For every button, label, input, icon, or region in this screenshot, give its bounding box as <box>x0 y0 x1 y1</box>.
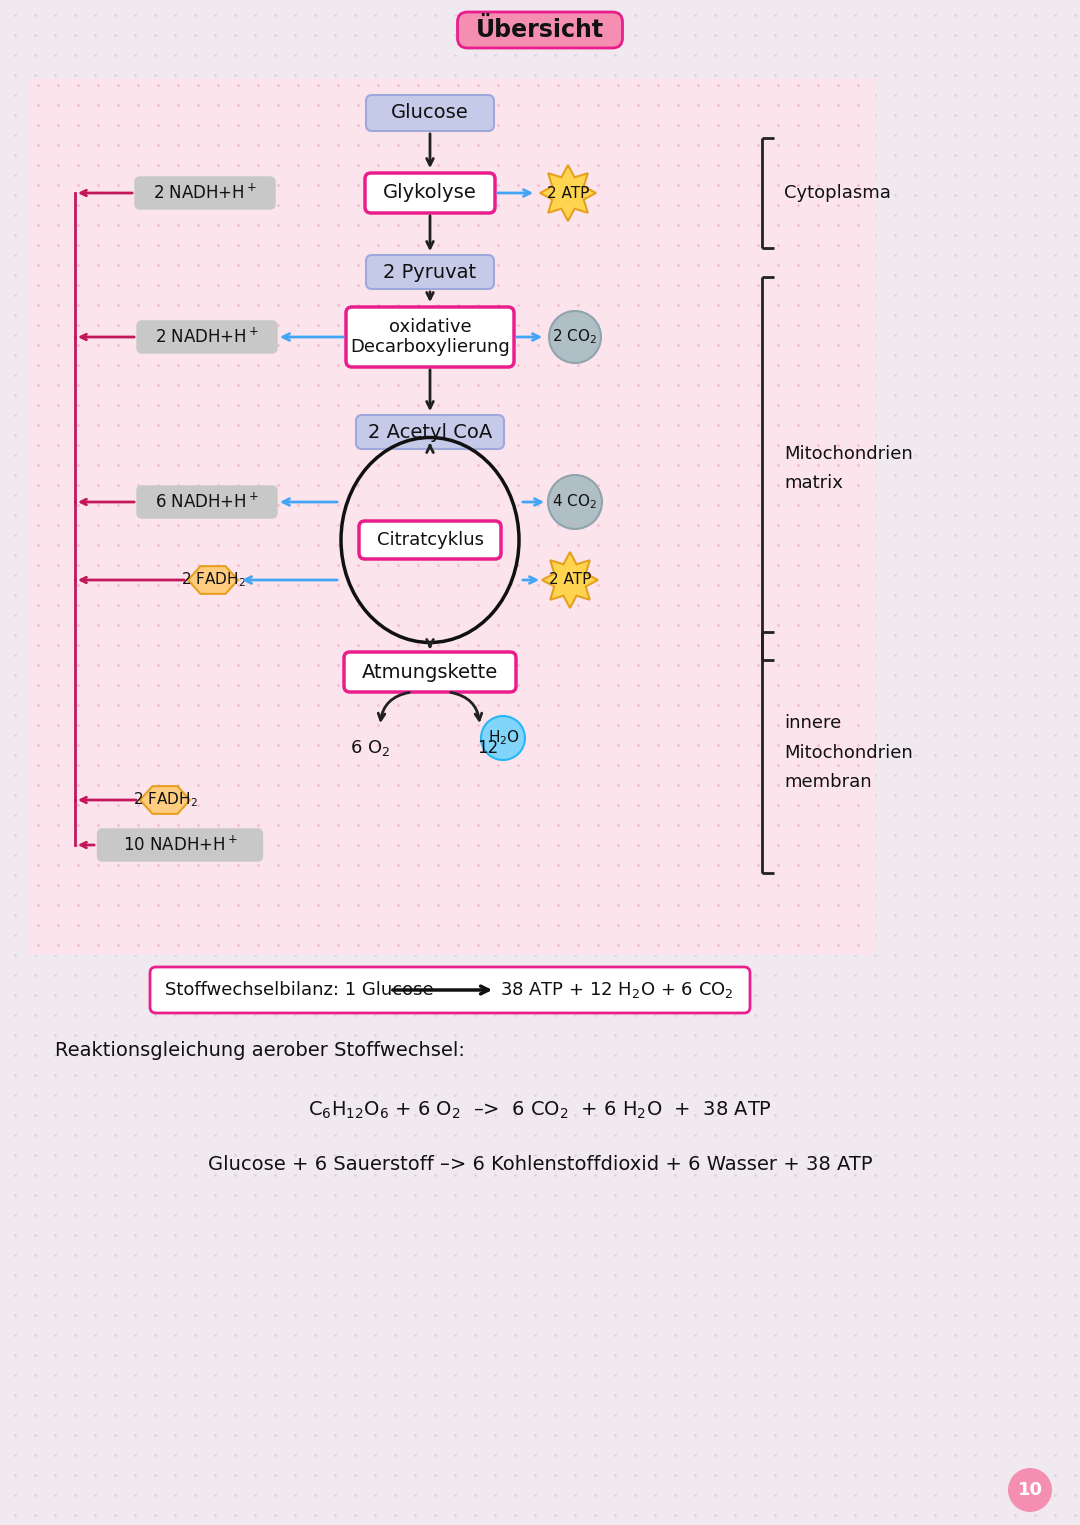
Text: 2 FADH$_2$: 2 FADH$_2$ <box>133 790 198 810</box>
Text: innere
Mitochondrien
membran: innere Mitochondrien membran <box>784 714 913 790</box>
Circle shape <box>481 717 525 759</box>
Text: 4 CO$_2$: 4 CO$_2$ <box>553 493 597 511</box>
Text: Mitochondrien
matrix: Mitochondrien matrix <box>784 445 913 493</box>
Text: 6 NADH+H$^+$: 6 NADH+H$^+$ <box>154 493 259 512</box>
FancyBboxPatch shape <box>365 172 495 214</box>
Text: 2 NADH+H$^+$: 2 NADH+H$^+$ <box>154 328 259 346</box>
Circle shape <box>1008 1469 1052 1511</box>
Text: 2 ATP: 2 ATP <box>549 572 591 587</box>
Text: Decarboxylierung: Decarboxylierung <box>350 339 510 355</box>
FancyBboxPatch shape <box>137 486 276 518</box>
FancyBboxPatch shape <box>345 653 516 692</box>
Polygon shape <box>140 787 190 814</box>
Text: 38 ATP + 12 H$_2$O + 6 CO$_2$: 38 ATP + 12 H$_2$O + 6 CO$_2$ <box>500 981 733 1000</box>
Text: 6 O$_2$: 6 O$_2$ <box>350 738 390 758</box>
Bar <box>28 78 875 955</box>
Text: 2 CO$_2$: 2 CO$_2$ <box>553 328 597 346</box>
Text: Stoffwechselbilanz: 1 Glucose: Stoffwechselbilanz: 1 Glucose <box>165 981 434 999</box>
FancyBboxPatch shape <box>458 12 622 47</box>
Polygon shape <box>188 566 238 593</box>
Text: 2 Acetyl CoA: 2 Acetyl CoA <box>368 422 492 442</box>
Text: Cytoplasma: Cytoplasma <box>784 185 891 201</box>
FancyBboxPatch shape <box>366 95 494 131</box>
FancyBboxPatch shape <box>359 522 501 560</box>
Text: Glucose + 6 Sauerstoff –> 6 Kohlenstoffdioxid + 6 Wasser + 38 ATP: Glucose + 6 Sauerstoff –> 6 Kohlenstoffd… <box>207 1156 873 1174</box>
Text: 2 FADH$_2$: 2 FADH$_2$ <box>180 570 245 589</box>
Text: C$_6$H$_{12}$O$_6$ + 6 O$_2$  –>  6 CO$_2$  + 6 H$_2$O  +  38 ATP: C$_6$H$_{12}$O$_6$ + 6 O$_2$ –> 6 CO$_2$… <box>308 1100 772 1121</box>
Text: Atmungskette: Atmungskette <box>362 662 498 682</box>
Text: 2 ATP: 2 ATP <box>546 186 590 200</box>
Circle shape <box>549 311 600 363</box>
Polygon shape <box>540 165 596 221</box>
Text: 12: 12 <box>477 740 499 756</box>
FancyBboxPatch shape <box>135 177 275 209</box>
Text: Glucose: Glucose <box>391 104 469 122</box>
Text: oxidative: oxidative <box>389 319 471 336</box>
FancyBboxPatch shape <box>97 830 262 862</box>
Text: 2 NADH+H$^+$: 2 NADH+H$^+$ <box>153 183 257 203</box>
Text: H$_2$O: H$_2$O <box>488 729 519 747</box>
Text: Reaktionsgleichung aerober Stoffwechsel:: Reaktionsgleichung aerober Stoffwechsel: <box>55 1040 464 1060</box>
Text: 2 Pyruvat: 2 Pyruvat <box>383 262 476 282</box>
Circle shape <box>548 474 602 529</box>
Text: Citratcyklus: Citratcyklus <box>377 531 484 549</box>
FancyBboxPatch shape <box>346 307 514 368</box>
Text: Übersicht: Übersicht <box>476 18 604 43</box>
Text: 10 NADH+H$^+$: 10 NADH+H$^+$ <box>122 836 238 854</box>
FancyBboxPatch shape <box>366 255 494 290</box>
FancyBboxPatch shape <box>137 320 276 352</box>
FancyBboxPatch shape <box>356 415 504 448</box>
FancyBboxPatch shape <box>150 967 750 1013</box>
Text: 10: 10 <box>1017 1481 1042 1499</box>
Text: Glykolyse: Glykolyse <box>383 183 477 203</box>
Polygon shape <box>542 552 598 608</box>
